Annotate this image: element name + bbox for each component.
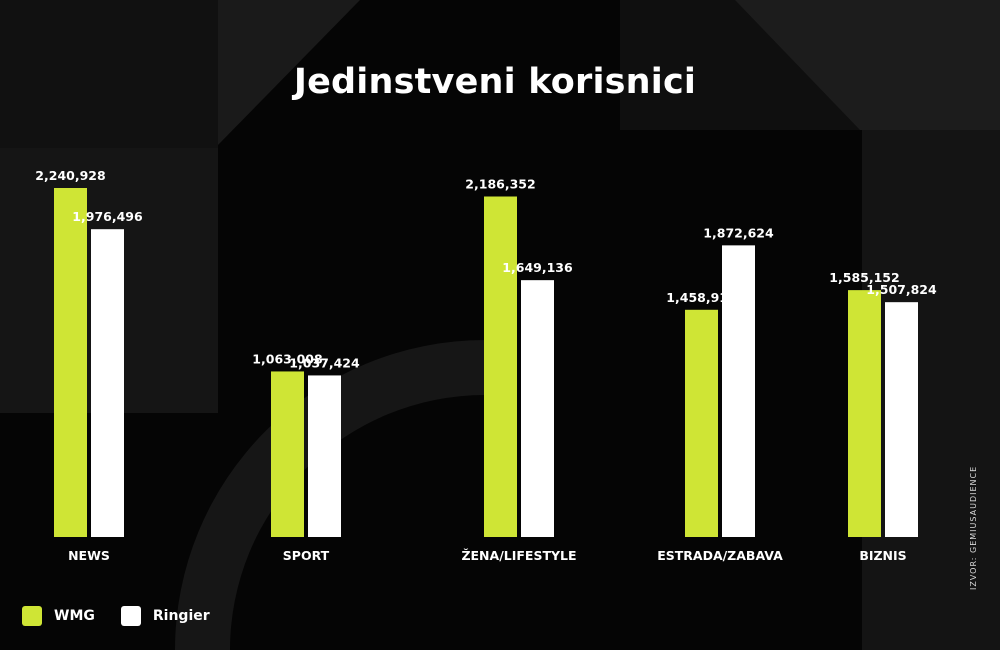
bar-ringier-news [91, 229, 124, 538]
value-label-wmg-biznis: 1,585,152 [829, 270, 899, 285]
category-label-biznis: BIZNIS [859, 548, 906, 563]
value-label-wmg-news: 2,240,928 [35, 168, 105, 183]
chart-title: Jedinstveni korisnici [293, 62, 697, 102]
category-label-ena-lifestyle: ŽENA/LIFESTYLE [461, 548, 576, 563]
bar-ringier-estrada-zabava [722, 245, 755, 537]
value-label-ringier-news: 1,976,496 [72, 209, 143, 224]
legend-item-wmg: WMG [22, 606, 95, 626]
category-label-sport: SPORT [283, 548, 330, 563]
legend-swatch-wmg [22, 606, 42, 626]
category-label-estrada-zabava: ESTRADA/ZABAVA [657, 548, 783, 563]
bar-wmg-sport [271, 371, 304, 537]
legend: WMG Ringier [22, 606, 236, 626]
value-label-wmg-sport: 1,063,008 [252, 351, 322, 366]
bar-ringier-biznis [885, 302, 918, 537]
legend-item-ringier: Ringier [120, 606, 210, 626]
value-label-ringier-biznis: 1,507,824 [866, 282, 937, 297]
value-label-wmg-estrada-zabava: 1,458,912 [666, 290, 736, 305]
bar-wmg-ena-lifestyle [484, 196, 517, 537]
value-label-ringier-ena-lifestyle: 1,649,136 [502, 260, 573, 275]
legend-label-wmg: WMG [54, 608, 95, 624]
legend-label-ringier: Ringier [152, 608, 210, 624]
bar-ringier-ena-lifestyle [521, 280, 554, 537]
bar-wmg-estrada-zabava [685, 309, 718, 537]
value-label-ringier-estrada-zabava: 1,872,624 [703, 225, 774, 240]
bar-wmg-biznis [848, 290, 881, 537]
category-label-news: NEWS [68, 548, 110, 563]
value-label-wmg-ena-lifestyle: 2,186,352 [465, 176, 535, 191]
bar-wmg-news [54, 188, 87, 537]
source-note: IZVOR: GEMIUSAUDIENCE [969, 465, 978, 590]
bar-ringier-sport [308, 375, 341, 537]
legend-swatch-ringier [120, 606, 141, 626]
value-label-ringier-sport: 1,037,424 [289, 355, 360, 370]
